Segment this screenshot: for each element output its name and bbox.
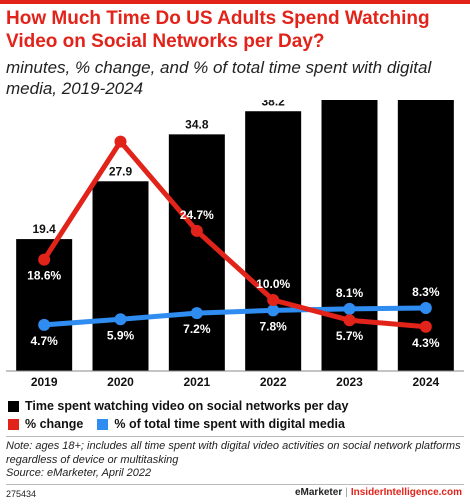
legend-item-change: % change [8, 417, 83, 431]
bar-label-2020: 27.9 [109, 164, 133, 178]
legend-label-share: % of total time spent with digital media [114, 417, 345, 431]
change-point-2019 [38, 253, 51, 266]
top-accent-rule [0, 0, 470, 4]
share-label-2022: 7.8% [259, 319, 287, 333]
brand-insider-intelligence: InsiderIntelligence.com [350, 487, 462, 498]
change-label-2020: 43.7% [103, 119, 137, 133]
chart-note: Note: ages 18+; includes all time spent … [6, 440, 464, 481]
legend-swatch-share [97, 418, 109, 430]
x-tick-2021: 2021 [183, 375, 210, 389]
change-line [41, 139, 429, 330]
share-label-2020: 5.9% [107, 328, 135, 342]
brand-separator: | [345, 487, 348, 498]
change-label-2022: 10.0% [256, 277, 290, 291]
bar-label-2019: 19.4 [32, 222, 56, 236]
footer-brand: eMarketer | InsiderIntelligence.com [295, 487, 462, 498]
x-tick-2024: 2024 [412, 375, 439, 389]
bar-2021 [168, 134, 225, 371]
share-label-2023: 8.1% [336, 286, 364, 300]
share-label-2021: 7.2% [183, 322, 211, 336]
share-label-2024: 8.3% [412, 285, 440, 299]
change-label-2024: 4.3% [412, 336, 440, 350]
share-point-2019 [38, 318, 51, 331]
change-point-2023 [343, 314, 356, 327]
change-point-2022 [267, 294, 280, 306]
chart-id: 275434 [6, 489, 37, 499]
change-point-2021 [190, 224, 203, 237]
change-point-2024 [419, 320, 432, 333]
share-line [41, 305, 429, 328]
legend-swatch-change [8, 418, 19, 430]
bar-2020 [92, 181, 149, 371]
legend-item-share: % of total time spent with digital media [97, 417, 345, 431]
source-text: Source: eMarketer, April 2022 [6, 467, 152, 479]
combo-chart: 19.427.934.838.240.442.22019202020212022… [6, 100, 464, 389]
change-label-2019: 18.6% [27, 269, 61, 283]
bar-2022 [245, 111, 302, 372]
share-label-2019: 4.7% [30, 334, 58, 348]
change-label-2021: 24.7% [180, 208, 214, 222]
legend-swatch-bar [8, 400, 19, 412]
legend: Time spent watching video on social netw… [8, 397, 468, 433]
chart-title: How Much Time Do US Adults Spend Watchin… [6, 8, 430, 52]
note-text: Note: ages 18+; includes all time spent … [6, 440, 461, 466]
x-tick-2020: 2020 [107, 375, 134, 389]
legend-row-2: % change % of total time spent with digi… [8, 415, 468, 433]
x-tick-2023: 2023 [336, 375, 363, 389]
share-point-2022 [267, 304, 280, 317]
share-point-2024 [419, 301, 432, 314]
brand-emarketer: eMarketer [294, 487, 343, 498]
change-label-2023: 5.7% [336, 329, 364, 343]
change-point-2020 [114, 135, 127, 148]
share-point-2021 [190, 307, 203, 320]
x-tick-2019: 2019 [31, 375, 58, 389]
share-point-2020 [114, 313, 127, 326]
legend-label-bar: Time spent watching video on social netw… [25, 399, 349, 413]
legend-item-bar: Time spent watching video on social netw… [8, 399, 348, 413]
legend-label-change: % change [25, 417, 84, 431]
x-tick-2022: 2022 [260, 375, 287, 389]
divider-rule [6, 436, 464, 437]
legend-row-1: Time spent watching video on social netw… [8, 397, 468, 415]
chart-subtitle: minutes, % change, and % of total time s… [6, 58, 432, 98]
bar-label-2021: 34.8 [185, 117, 209, 131]
share-point-2023 [343, 302, 356, 315]
bar-label-2022: 38.2 [261, 100, 285, 108]
footer-rule [6, 484, 464, 485]
